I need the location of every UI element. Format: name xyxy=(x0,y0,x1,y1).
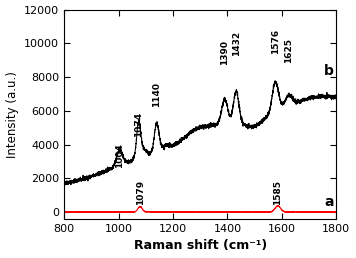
Text: 1585: 1585 xyxy=(273,180,282,205)
Text: a: a xyxy=(324,195,334,209)
Text: b: b xyxy=(324,64,334,78)
Text: 1074: 1074 xyxy=(134,112,143,137)
Text: 1625: 1625 xyxy=(284,38,293,63)
Text: 1140: 1140 xyxy=(152,82,161,107)
Text: 1576: 1576 xyxy=(271,29,280,54)
Text: 1079: 1079 xyxy=(136,180,145,205)
Text: 1004: 1004 xyxy=(115,143,124,167)
X-axis label: Raman shift (cm⁻¹): Raman shift (cm⁻¹) xyxy=(134,239,267,252)
Y-axis label: Intensity (a.u.): Intensity (a.u.) xyxy=(6,71,19,158)
Text: 1432: 1432 xyxy=(232,31,241,56)
Text: 1390: 1390 xyxy=(220,40,229,65)
